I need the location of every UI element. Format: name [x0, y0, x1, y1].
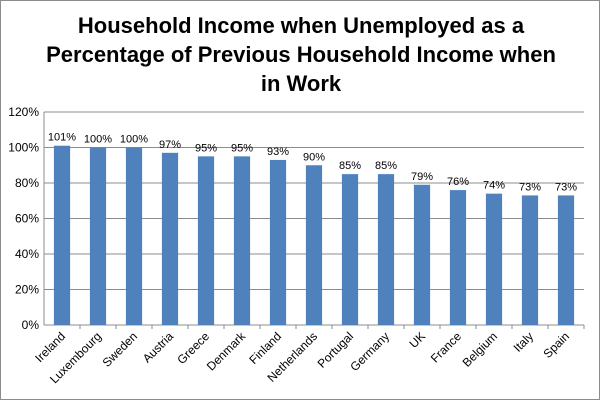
y-tick-label: 0%: [22, 318, 40, 332]
data-label: 95%: [195, 142, 217, 154]
x-tick-label: Sweden: [100, 329, 141, 370]
data-label: 79%: [411, 171, 433, 183]
chart-title-line-3: in Work: [260, 71, 342, 96]
bar: [161, 152, 179, 325]
x-tick-label: UK: [406, 329, 428, 351]
data-label: 73%: [555, 181, 577, 193]
y-tick-label: 120%: [8, 105, 39, 119]
bar: [341, 174, 359, 325]
bar: [269, 159, 287, 325]
data-label: 100%: [84, 134, 112, 146]
data-label: 76%: [447, 176, 469, 188]
bar: [485, 193, 503, 325]
chart-title: Household Income when Unemployed as a Pe…: [41, 11, 561, 98]
bar: [53, 145, 71, 325]
bar: [305, 165, 323, 325]
x-tick-label: Austria: [140, 329, 177, 366]
data-label: 97%: [159, 139, 181, 151]
data-label: 74%: [483, 180, 505, 192]
data-label: 95%: [231, 142, 253, 154]
y-tick-label: 20%: [15, 283, 39, 297]
data-label: 73%: [519, 181, 541, 193]
y-tick-label: 100%: [8, 141, 39, 155]
x-tick-label: Denmark: [204, 329, 249, 374]
bar: [89, 147, 107, 325]
x-tick-label: Italy: [511, 329, 536, 354]
x-tick-label: Germany: [347, 329, 392, 374]
data-label: 90%: [303, 151, 325, 163]
bar: [197, 156, 215, 325]
bar: [233, 156, 251, 325]
data-label: 101%: [48, 132, 76, 144]
data-label: 85%: [375, 160, 397, 172]
data-label: 85%: [339, 160, 361, 172]
x-tick-label: Spain: [541, 329, 573, 361]
bar: [377, 174, 395, 325]
bar: [413, 184, 431, 325]
data-label: 100%: [120, 134, 148, 146]
chart-title-line-1: Household Income when Unemployed as a: [77, 13, 525, 38]
y-tick-label: 60%: [15, 212, 39, 226]
y-tick-label: 80%: [15, 176, 39, 190]
bar: [521, 195, 539, 325]
bar: [557, 195, 575, 325]
data-label: 93%: [267, 146, 289, 158]
x-tick-label: Belgium: [460, 329, 501, 370]
bar: [125, 147, 143, 325]
bar: [449, 190, 467, 325]
chart-title-line-2: Percentage of Previous Household Income …: [46, 42, 556, 67]
y-tick-label: 40%: [15, 247, 39, 261]
